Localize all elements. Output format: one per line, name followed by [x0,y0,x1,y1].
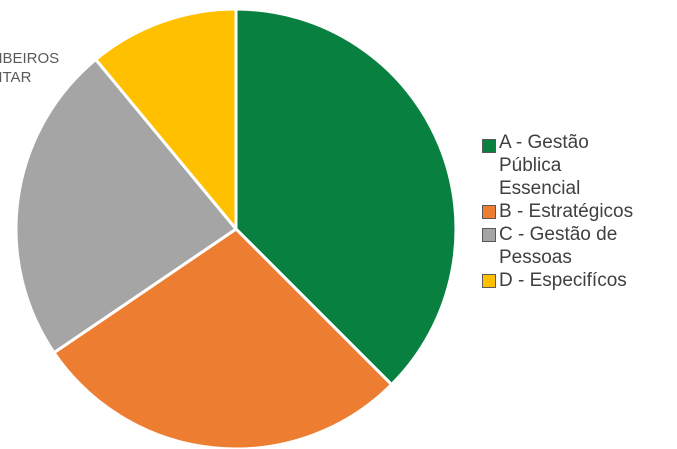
legend-item-d: D - Especifícos [482,269,633,292]
chart-title: MBEIROS LITAR [0,50,60,86]
pie-slices [14,7,458,449]
pie-slice-b [52,227,394,449]
legend-item-a: A - Gestão Pública Essencial [482,132,633,200]
legend-item-c: C - Gestão de Pessoas [482,223,633,269]
pie-slice-c [14,57,238,355]
legend-label-c: C - Gestão de Pessoas [499,224,618,268]
legend-label-a: A - Gestão Pública Essencial [499,132,589,199]
pie-slice-a [234,7,458,387]
legend: A - Gestão Pública Essencial B - Estraté… [482,132,633,292]
legend-swatch-d [482,274,496,288]
pie-slice-d [94,7,238,231]
legend-swatch-b [482,205,496,219]
legend-item-b: B - Estratégicos [482,200,633,223]
legend-swatch-a [482,139,496,153]
legend-swatch-c [482,228,496,242]
legend-label-b: B - Estratégicos [499,201,634,222]
legend-label-d: D - Especifícos [499,270,627,291]
